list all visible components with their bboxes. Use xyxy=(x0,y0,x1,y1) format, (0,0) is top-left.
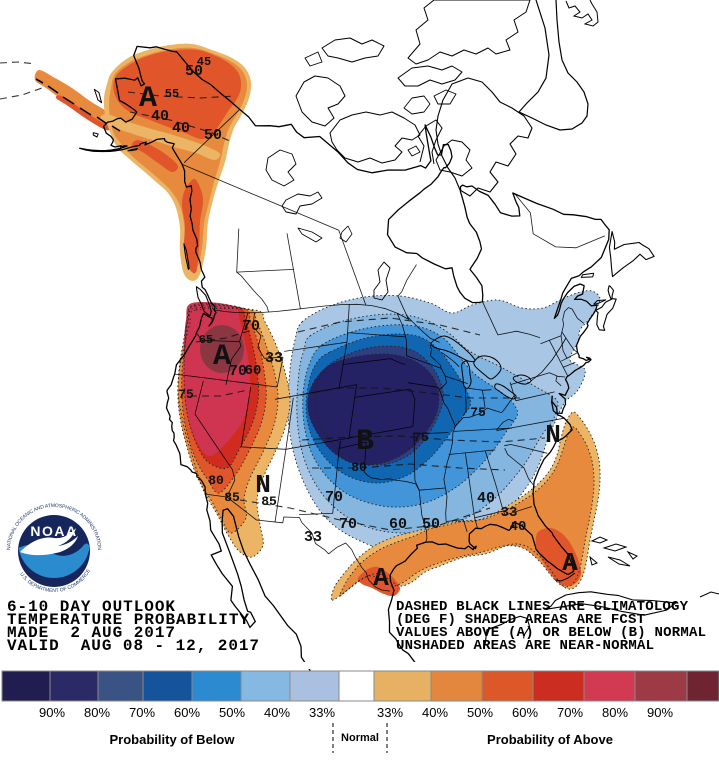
svg-text:33%: 33% xyxy=(377,705,403,720)
svg-text:75: 75 xyxy=(470,405,486,420)
svg-text:Probability of Below: Probability of Below xyxy=(110,732,236,747)
svg-text:75: 75 xyxy=(178,387,194,402)
svg-text:60: 60 xyxy=(389,516,407,533)
svg-text:80: 80 xyxy=(208,473,224,488)
svg-text:70: 70 xyxy=(242,318,260,335)
svg-text:50%: 50% xyxy=(467,705,493,720)
svg-text:50: 50 xyxy=(185,63,203,80)
svg-text:TEMPERATURE PROBABILITY: TEMPERATURE PROBABILITY xyxy=(7,611,249,629)
svg-text:70: 70 xyxy=(339,516,357,533)
svg-text:80%: 80% xyxy=(602,705,628,720)
svg-text:40: 40 xyxy=(151,108,169,125)
svg-text:Normal: Normal xyxy=(341,732,379,744)
svg-text:33: 33 xyxy=(304,529,322,546)
svg-text:40: 40 xyxy=(172,120,190,137)
svg-text:6-10 DAY OUTLOOK: 6-10 DAY OUTLOOK xyxy=(7,598,175,616)
svg-text:55: 55 xyxy=(165,87,179,101)
svg-text:60: 60 xyxy=(245,363,262,379)
svg-text:VALID AUG 08 - 12, 2017: VALID AUG 08 - 12, 2017 xyxy=(7,637,259,655)
svg-text:40%: 40% xyxy=(422,705,448,720)
svg-text:60%: 60% xyxy=(174,705,200,720)
svg-text:45: 45 xyxy=(197,55,211,69)
svg-text:50%: 50% xyxy=(219,705,245,720)
svg-text:MADE 2 AUG 2017: MADE 2 AUG 2017 xyxy=(7,624,175,642)
svg-text:80%: 80% xyxy=(84,705,110,720)
svg-text:70%: 70% xyxy=(557,705,583,720)
svg-text:90%: 90% xyxy=(39,705,65,720)
svg-text:50: 50 xyxy=(422,516,440,533)
svg-text:85: 85 xyxy=(261,494,277,509)
svg-text:NOAA: NOAA xyxy=(30,523,77,539)
svg-text:Probability of Above: Probability of Above xyxy=(487,732,613,747)
svg-text:VALUES ABOVE (A) OR BELOW (B): VALUES ABOVE (A) OR BELOW (B) NORMAL xyxy=(396,625,706,641)
svg-text:B: B xyxy=(356,425,374,459)
svg-text:40: 40 xyxy=(477,490,495,507)
svg-text:90%: 90% xyxy=(647,705,673,720)
svg-text:A: A xyxy=(213,340,231,374)
svg-text:70: 70 xyxy=(325,489,343,506)
svg-text:40: 40 xyxy=(510,519,527,535)
svg-text:N: N xyxy=(255,470,271,500)
svg-text:80: 80 xyxy=(351,460,367,475)
svg-text:33%: 33% xyxy=(309,705,335,720)
svg-text:60%: 60% xyxy=(512,705,538,720)
svg-text:(DEG F) SHADED AREAS ARE FCST: (DEG F) SHADED AREAS ARE FCST xyxy=(396,612,645,628)
svg-text:50: 50 xyxy=(204,127,222,144)
svg-text:A: A xyxy=(373,563,389,593)
svg-text:70%: 70% xyxy=(129,705,155,720)
svg-text:85: 85 xyxy=(224,490,240,505)
svg-text:33: 33 xyxy=(501,505,518,521)
svg-text:40%: 40% xyxy=(264,705,290,720)
svg-text:65: 65 xyxy=(199,333,213,347)
svg-text:75: 75 xyxy=(413,430,429,445)
svg-text:DASHED BLACK LINES ARE CLIMATO: DASHED BLACK LINES ARE CLIMATOLOGY xyxy=(396,599,689,615)
svg-text:UNSHADED AREAS ARE NEAR-NORMAL: UNSHADED AREAS ARE NEAR-NORMAL xyxy=(396,638,654,654)
svg-text:N: N xyxy=(545,420,561,450)
svg-text:A: A xyxy=(562,548,578,578)
svg-text:33: 33 xyxy=(265,350,283,367)
svg-text:70: 70 xyxy=(229,363,247,380)
svg-text:A: A xyxy=(139,82,157,116)
